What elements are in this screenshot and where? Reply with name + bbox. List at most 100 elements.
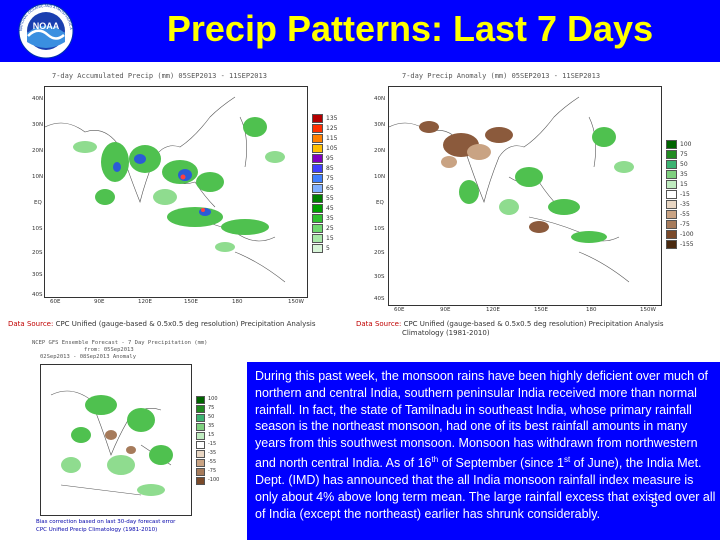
anomaly-lon-label: 150W [640, 307, 656, 313]
legend-swatch [196, 468, 205, 476]
anomaly-lon-label: 90E [440, 307, 451, 313]
source-text: CPC Unified (gauge-based & 0.5x0.5 deg r… [403, 320, 664, 328]
legend-swatch [312, 244, 323, 253]
legend-swatch [666, 160, 677, 169]
legend-swatch [196, 405, 205, 413]
anomaly-lat-label: 40S [374, 296, 385, 302]
legend-label: 95 [326, 155, 334, 162]
legend-swatch [666, 150, 677, 159]
total-lat-label: 40N [32, 96, 44, 102]
legend-swatch [666, 180, 677, 189]
anomaly-lat-label: 40N [374, 96, 386, 102]
total-lat-label: 30S [32, 272, 43, 278]
source-label: Data Source: [8, 320, 54, 328]
total-precip-legend: 135 125 115 105 95 85 75 65 55 45 35 25 … [312, 114, 352, 274]
legend-label: 65 [326, 185, 334, 192]
total-lat-label: 20S [32, 250, 43, 256]
legend-label: -100 [680, 231, 694, 238]
total-precip-map [44, 86, 308, 298]
legend-label: 35 [680, 171, 688, 178]
total-lon-label: 60E [50, 299, 61, 305]
anomaly-lat-label: 30S [374, 274, 385, 280]
legend-label: -100 [208, 477, 220, 483]
legend-swatch [666, 200, 677, 209]
legend-label: -75 [680, 221, 690, 228]
total-lon-label: 150W [288, 299, 304, 305]
legend-swatch [312, 174, 323, 183]
forecast-legend: 100 75 50 35 15 -15 -35 -55 -75 -100 [196, 396, 242, 506]
legend-swatch [196, 477, 205, 485]
legend-swatch [666, 230, 677, 239]
total-lat-label: 10S [32, 226, 43, 232]
legend-label: -35 [208, 450, 217, 456]
legend-swatch [312, 144, 323, 153]
legend-label: -15 [680, 191, 690, 198]
total-precip-title: 7-day Accumulated Precip (mm) 05SEP2013 … [52, 72, 267, 80]
page-title: Precip Patterns: Last 7 Days [166, 8, 654, 49]
legend-swatch [666, 170, 677, 179]
legend-swatch [196, 450, 205, 458]
legend-label: 125 [326, 125, 338, 132]
legend-swatch [312, 184, 323, 193]
summary-text-box: During this past week, the monsoon rains… [247, 362, 720, 540]
legend-swatch [312, 194, 323, 203]
total-lat-label: 10N [32, 174, 44, 180]
total-lat-label: 40S [32, 292, 43, 298]
legend-swatch [312, 214, 323, 223]
anomaly-source: Data Source: CPC Unified (gauge-based & … [356, 320, 663, 338]
total-lon-label: 90E [94, 299, 105, 305]
legend-label: 55 [326, 195, 334, 202]
legend-label: 75 [680, 151, 688, 158]
legend-label: 75 [208, 405, 215, 411]
total-lon-label: 120E [138, 299, 152, 305]
legend-swatch [196, 432, 205, 440]
legend-swatch [312, 124, 323, 133]
legend-swatch [196, 441, 205, 449]
source-label: Data Source: [356, 320, 402, 328]
legend-swatch [196, 414, 205, 422]
source-text-climatology: Climatology (1981-2010) [402, 329, 490, 337]
forecast-date: from: 05Sep2013 [84, 347, 134, 353]
legend-swatch [666, 190, 677, 199]
legend-swatch [196, 459, 205, 467]
slide-number: 5 [651, 496, 658, 510]
legend-label: 15 [326, 235, 334, 242]
anomaly-lat-label: 20N [374, 148, 386, 154]
legend-label: 50 [208, 414, 215, 420]
legend-swatch [312, 224, 323, 233]
legend-swatch [312, 154, 323, 163]
legend-label: 115 [326, 135, 338, 142]
summary-sup-2: st [563, 454, 571, 464]
legend-label: 135 [326, 115, 338, 122]
legend-label: 5 [326, 245, 330, 252]
anomaly-lat-label: 30N [374, 122, 386, 128]
legend-label: 35 [208, 423, 215, 429]
summary-text-part-1: During this past week, the monsoon rains… [255, 369, 709, 471]
summary-text-part-2: of September (since 1 [438, 456, 564, 471]
legend-label: -35 [680, 201, 690, 208]
legend-swatch [312, 114, 323, 123]
anomaly-lon-label: 150E [534, 307, 548, 313]
anomaly-title: 7-day Precip Anomaly (mm) 05SEP2013 - 11… [402, 72, 601, 80]
legend-label: 15 [208, 432, 215, 438]
total-lat-label: 20N [32, 148, 44, 154]
legend-swatch [666, 140, 677, 149]
forecast-panel: NCEP GFS Ensemble Forecast - 7 Day Preci… [30, 338, 244, 540]
legend-swatch [666, 210, 677, 219]
anomaly-lat-label: EQ [376, 200, 384, 206]
legend-swatch [666, 220, 677, 229]
total-precip-panel: 7-day Accumulated Precip (mm) 05SEP2013 … [4, 66, 354, 336]
legend-label: -75 [208, 468, 217, 474]
anomaly-lat-label: 20S [374, 250, 385, 256]
legend-label: -15 [208, 441, 217, 447]
total-lon-label: 150E [184, 299, 198, 305]
total-lon-label: 180 [232, 299, 243, 305]
total-precip-source: Data Source: CPC Unified (gauge-based & … [8, 320, 315, 329]
forecast-map-graphic [50, 390, 173, 496]
legend-label: 75 [326, 175, 334, 182]
legend-label: 35 [326, 215, 334, 222]
legend-swatch [312, 234, 323, 243]
header-bar: NOAA NATIONAL OCEANIC AND ATMOSPHERIC AD… [0, 0, 720, 62]
legend-label: 45 [326, 205, 334, 212]
total-lat-label: 30N [32, 122, 44, 128]
